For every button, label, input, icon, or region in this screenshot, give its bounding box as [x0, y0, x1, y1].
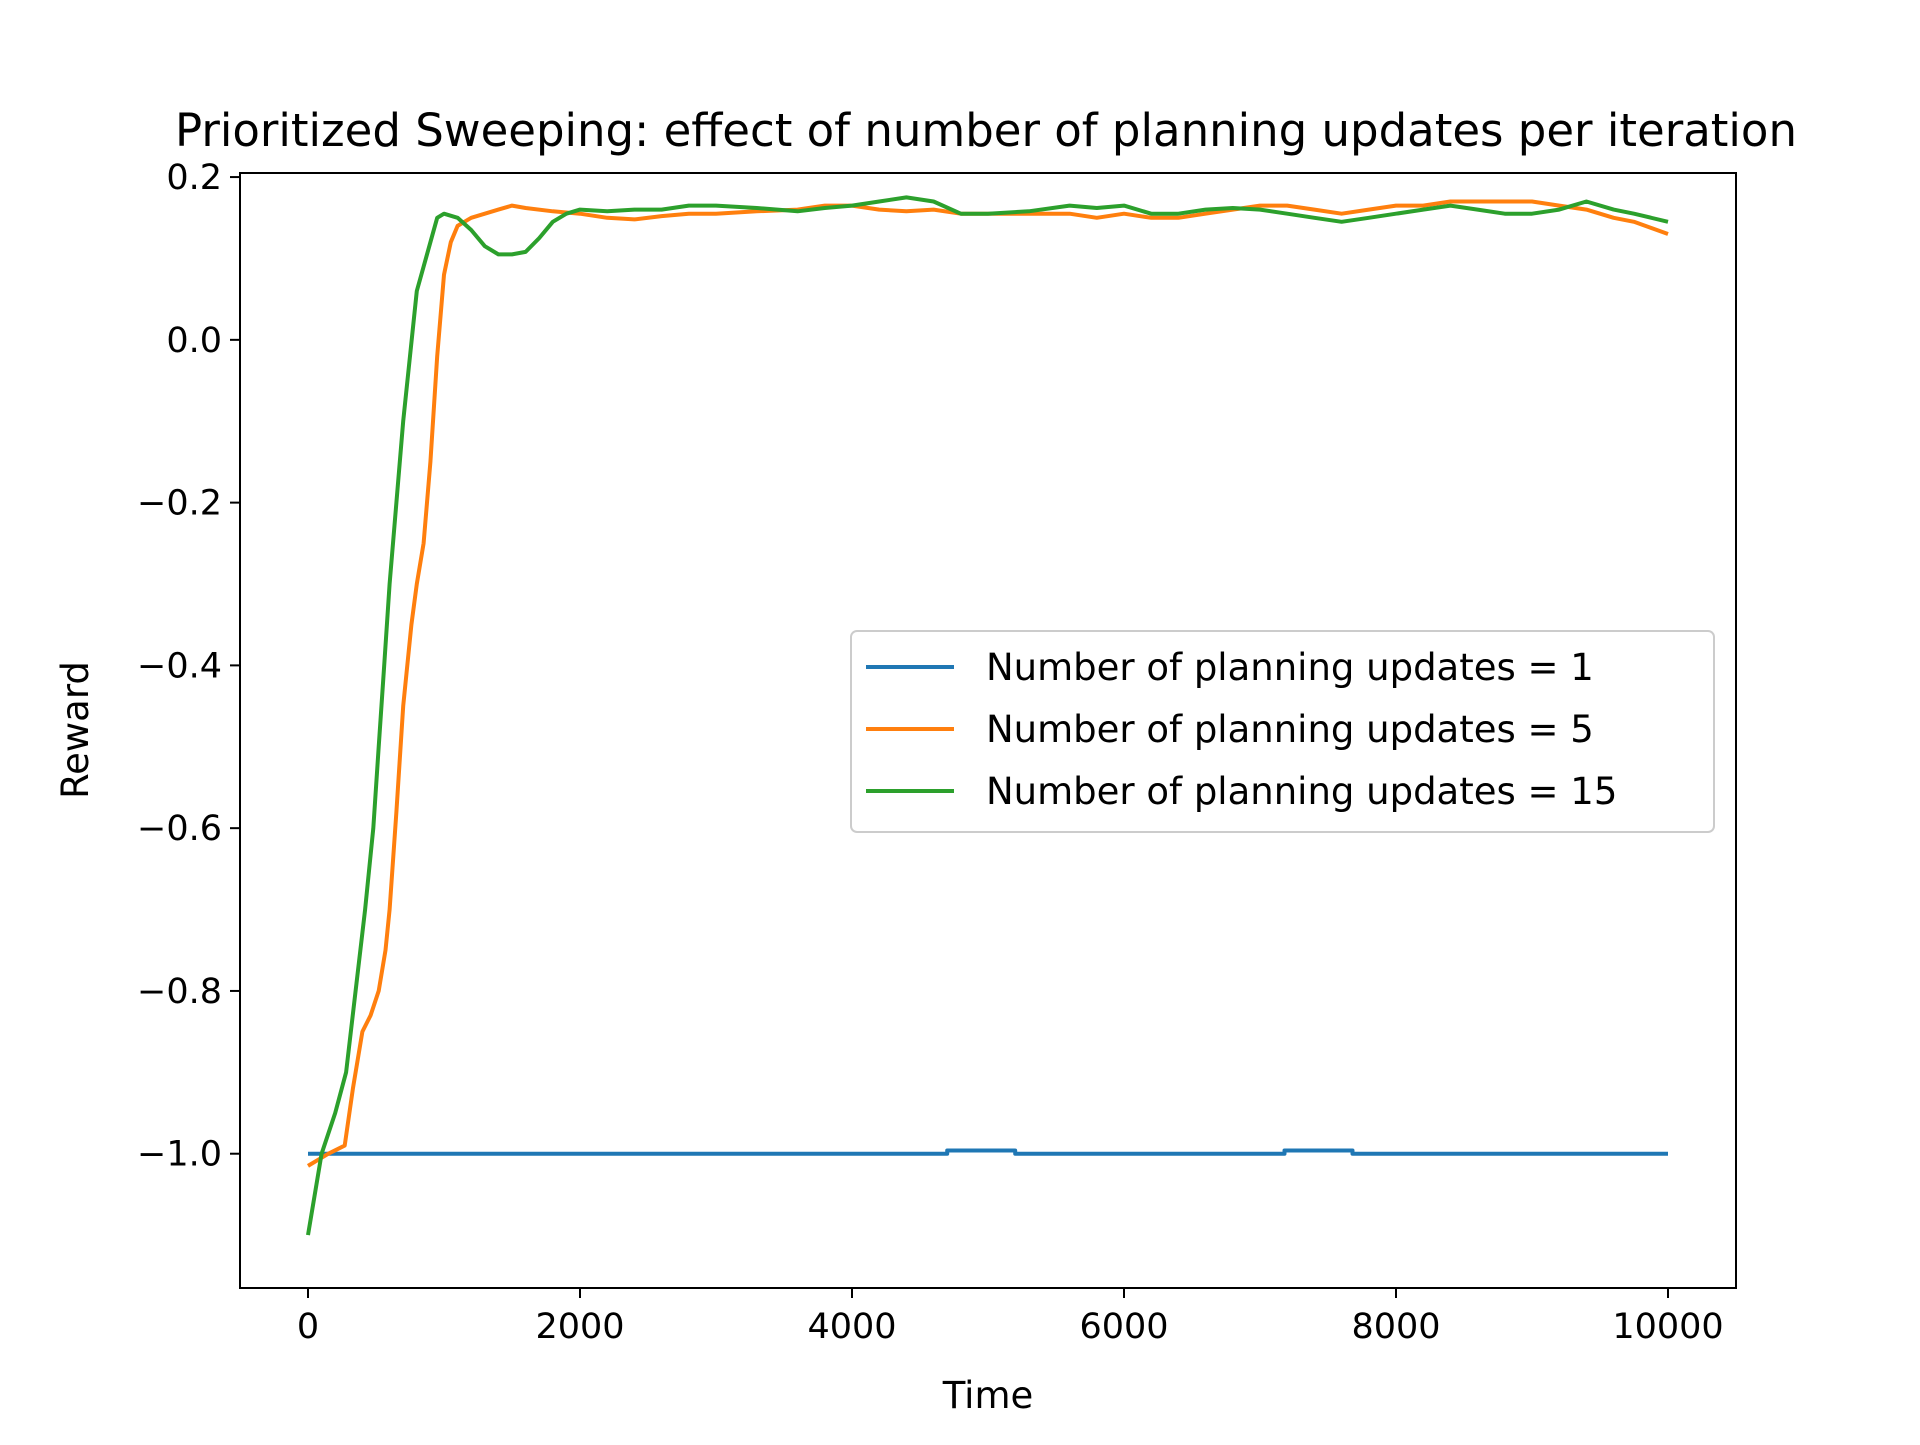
- legend: Number of planning updates = 1 Number of…: [850, 630, 1715, 833]
- plot-lines: [306, 195, 1669, 1236]
- x-tick-label: 0: [297, 1307, 319, 1347]
- legend-label-3: Number of planning updates = 15: [986, 770, 1617, 813]
- x-tick-label: 10000: [1612, 1307, 1723, 1347]
- y-tick-label: 0.0: [166, 321, 222, 361]
- y-axis-ticks: 0.2 0.0 −0.2 −0.4 −0.6 −0.8 −1.0: [137, 158, 240, 1175]
- y-tick-label: −0.4: [137, 646, 222, 686]
- y-tick-label: 0.2: [166, 158, 222, 198]
- x-tick-label: 6000: [1079, 1307, 1168, 1347]
- y-axis-label: Reward: [54, 661, 97, 799]
- legend-box: [850, 630, 1715, 833]
- y-tick-label: −0.8: [137, 972, 222, 1012]
- x-axis-label: Time: [942, 1374, 1034, 1417]
- y-tick-label: −1.0: [137, 1135, 222, 1175]
- series-line-1: [308, 1148, 1668, 1156]
- series-line-2: [306, 199, 1669, 1168]
- x-tick-label: 8000: [1351, 1307, 1440, 1347]
- series-line-3: [306, 195, 1669, 1236]
- x-tick-label: 2000: [535, 1307, 624, 1347]
- y-tick-label: −0.2: [137, 484, 222, 524]
- y-tick-label: −0.6: [137, 809, 222, 849]
- chart-title: Prioritized Sweeping: effect of number o…: [175, 104, 1797, 157]
- x-tick-label: 4000: [807, 1307, 896, 1347]
- legend-label-1: Number of planning updates = 1: [986, 646, 1594, 689]
- plot-frame: [239, 172, 1737, 1289]
- x-axis-ticks: 0 2000 4000 6000 8000 10000: [297, 1288, 1724, 1347]
- legend-label-2: Number of planning updates = 5: [986, 708, 1594, 751]
